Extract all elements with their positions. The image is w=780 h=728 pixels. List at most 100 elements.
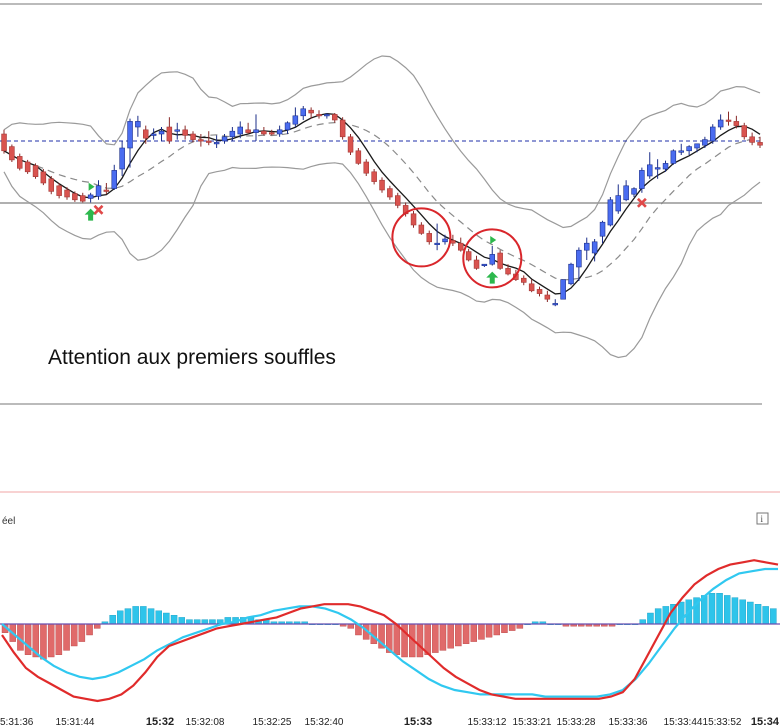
candle-body xyxy=(520,277,527,283)
candle-body xyxy=(410,213,417,226)
histogram-bar xyxy=(478,623,485,640)
candle-body xyxy=(48,178,54,192)
x-tick-label: 15:33:28 xyxy=(557,717,596,728)
candle-body xyxy=(544,294,551,300)
candle-body xyxy=(497,252,503,269)
histogram-bar xyxy=(647,612,654,625)
candle-body xyxy=(678,150,684,153)
candle-body xyxy=(757,142,763,146)
candle-body xyxy=(568,263,574,285)
candle-body xyxy=(119,147,125,170)
histogram-bar xyxy=(731,597,739,625)
candle-body xyxy=(24,161,31,173)
highlight-circle xyxy=(391,207,452,268)
candle-body xyxy=(442,238,448,243)
histogram-bar xyxy=(747,601,754,625)
candle-body xyxy=(552,303,558,306)
candle-body xyxy=(576,249,582,268)
panel-label: éel xyxy=(2,516,15,527)
oscillator-lines xyxy=(1,559,779,703)
candle-body xyxy=(505,268,511,275)
candlesticks xyxy=(1,106,763,307)
candle-body xyxy=(434,242,440,245)
x-tick-label: 15:32:08 xyxy=(186,717,225,728)
histogram-bar xyxy=(739,599,746,625)
candle-body xyxy=(245,129,251,133)
x-tick-label: 15:32:25 xyxy=(253,717,292,728)
histogram-bar xyxy=(754,604,762,625)
bollinger-bands xyxy=(3,55,761,359)
candle-body xyxy=(473,259,480,269)
candle-body xyxy=(363,161,369,174)
middle-band xyxy=(3,121,761,281)
candle-body xyxy=(379,179,385,191)
candle-body xyxy=(150,133,157,136)
x-tick-label: 15:33:52 xyxy=(703,717,742,728)
histogram-bar xyxy=(724,595,731,625)
candle-body xyxy=(694,143,700,149)
candle-body xyxy=(591,241,598,254)
trade-signals xyxy=(84,182,647,284)
candle-body xyxy=(615,195,621,212)
info-button[interactable]: i xyxy=(756,512,769,525)
histogram-bar xyxy=(63,623,70,651)
candle-body xyxy=(253,129,259,133)
candle-body xyxy=(639,170,645,189)
candle-body xyxy=(709,126,716,142)
candle-body xyxy=(206,140,212,143)
candle-body xyxy=(646,164,653,177)
highlight-circles xyxy=(391,207,523,289)
histogram-bar xyxy=(124,608,132,625)
candle-body xyxy=(316,114,322,117)
sell-cross-icon xyxy=(93,204,104,215)
histogram-bar xyxy=(132,606,139,625)
candle-body xyxy=(733,121,740,126)
candle-body xyxy=(387,188,393,198)
candle-body xyxy=(741,125,747,138)
histogram-bar xyxy=(470,623,478,642)
histogram-bar xyxy=(347,623,355,629)
histogram-bar xyxy=(147,608,155,625)
info-icon: i xyxy=(761,514,764,524)
candle-body xyxy=(182,129,188,136)
candle-body xyxy=(749,136,755,143)
x-tick-label: 5:31:36 xyxy=(0,717,34,728)
candle-body xyxy=(347,136,354,153)
candle-body xyxy=(174,129,181,132)
time-axis: 5:31:36 15:31:44 15:32 15:32:08 15:32:25 15:3… xyxy=(0,716,780,728)
candle-body xyxy=(32,165,39,177)
signal-line xyxy=(1,567,778,698)
sell-cross-icon xyxy=(636,197,647,208)
histogram-bar xyxy=(55,623,63,655)
candle-body xyxy=(158,130,165,135)
candle-body xyxy=(331,114,338,121)
histogram-bar xyxy=(47,623,55,658)
candle-body xyxy=(623,185,629,201)
candle-body xyxy=(229,130,236,138)
histogram-bar xyxy=(516,623,524,629)
histogram-bar xyxy=(78,623,86,642)
signal-triangle-icon xyxy=(490,236,497,244)
x-tick-label: 15:34 xyxy=(751,716,780,728)
histogram-bar xyxy=(186,619,193,625)
candle-body xyxy=(261,130,267,135)
histogram-bar xyxy=(432,623,439,653)
candle-body xyxy=(166,126,173,142)
candle-body xyxy=(702,139,708,146)
x-tick-label: 15:31:44 xyxy=(56,717,95,728)
candle-body xyxy=(489,254,495,265)
candle-body xyxy=(308,109,314,114)
upper-band xyxy=(3,55,761,229)
macd-line xyxy=(1,559,779,703)
histogram-bar xyxy=(93,623,101,629)
histogram-bar xyxy=(393,623,401,655)
candle-body xyxy=(654,167,661,170)
candle-body xyxy=(418,224,425,234)
histogram-bar xyxy=(654,608,662,625)
candle-body xyxy=(536,289,543,294)
candle-body xyxy=(221,136,228,142)
histogram-bar xyxy=(493,623,501,636)
x-tick-label: 15:33:44 xyxy=(664,717,703,728)
candle-body xyxy=(135,121,141,128)
histogram-bar xyxy=(455,623,462,647)
